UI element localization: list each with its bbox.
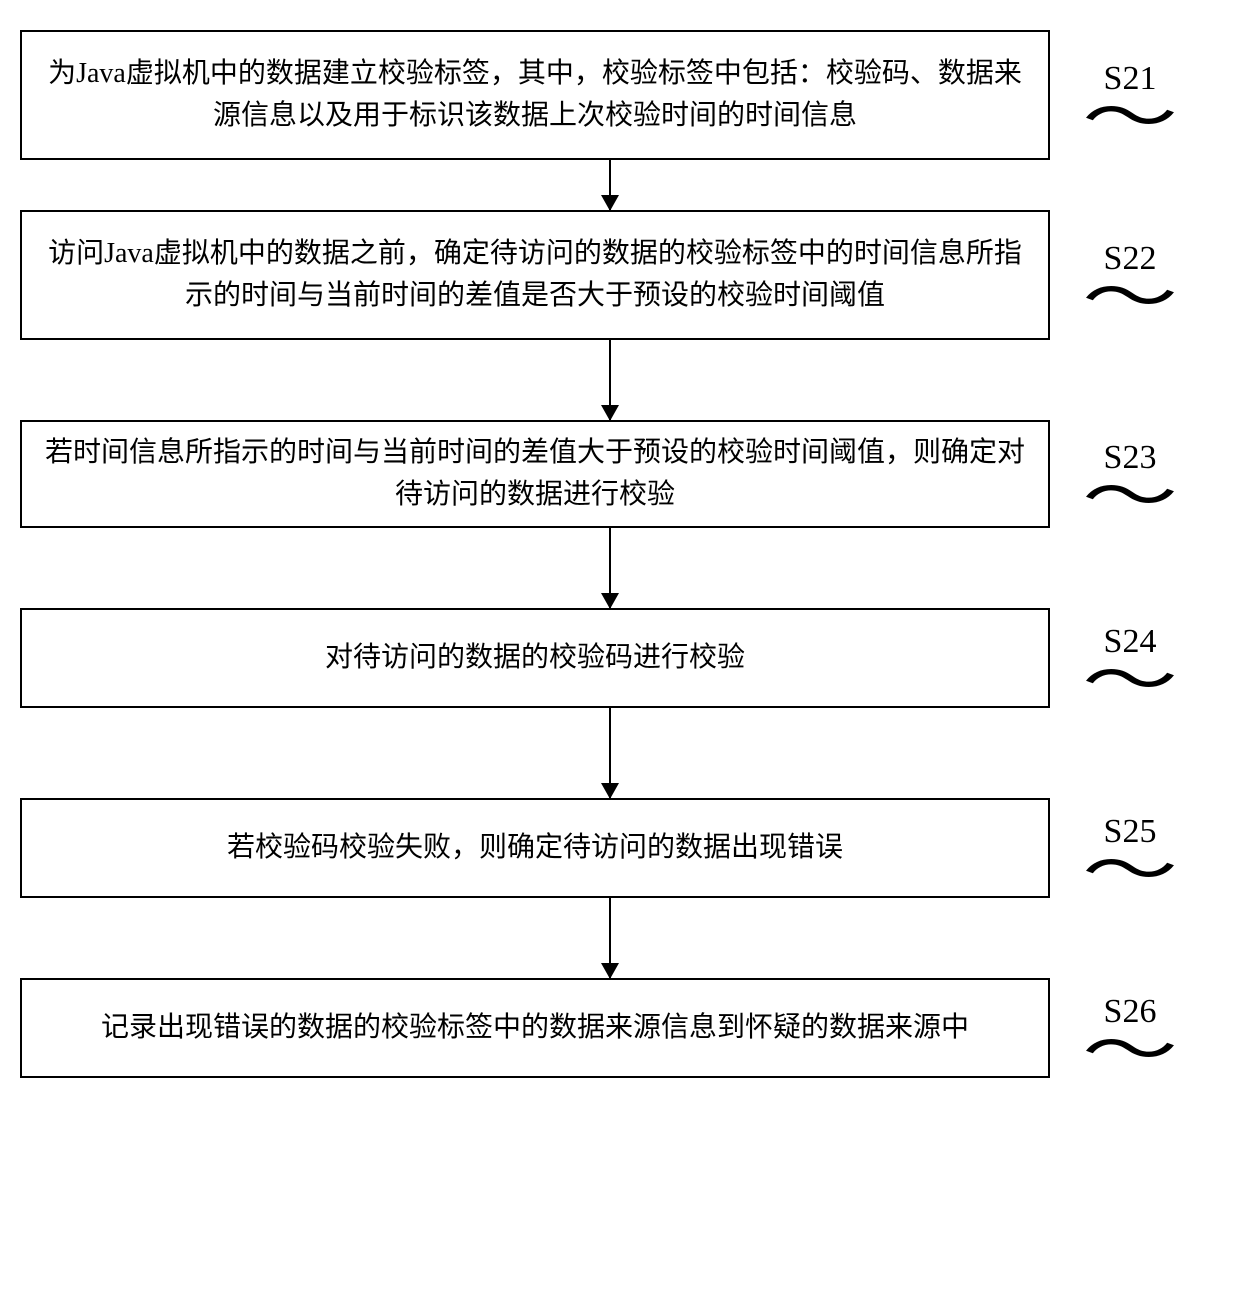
flowchart-step-label-group: S23〜 [1070,439,1190,509]
tilde-icon: 〜 [1082,1038,1178,1064]
flowchart-step-box: 为Java虚拟机中的数据建立校验标签，其中，校验标签中包括：校验码、数据来源信息… [20,30,1050,160]
flowchart-step-label-group: S21〜 [1070,60,1190,130]
tilde-icon: 〜 [1082,858,1178,884]
flowchart-step-text: 记录出现错误的数据的校验标签中的数据来源信息到怀疑的数据来源中 [101,1007,969,1049]
flowchart-step-text: 对待访问的数据的校验码进行校验 [325,637,745,679]
flowchart-step-label-group: S22〜 [1070,240,1190,310]
flowchart-step-row: 对待访问的数据的校验码进行校验 S24〜 [20,608,1220,708]
flowchart-step-row: 若时间信息所指示的时间与当前时间的差值大于预设的校验时间阈值，则确定对待访问的数… [20,420,1220,528]
flowchart-arrow [20,340,1220,420]
flowchart-step-row: 为Java虚拟机中的数据建立校验标签，其中，校验标签中包括：校验码、数据来源信息… [20,30,1220,160]
flowchart-step-box: 若时间信息所指示的时间与当前时间的差值大于预设的校验时间阈值，则确定对待访问的数… [20,420,1050,528]
tilde-icon: 〜 [1082,668,1178,694]
flowchart-step-box: 若校验码校验失败，则确定待访问的数据出现错误 [20,798,1050,898]
flowchart-step-text: 若校验码校验失败，则确定待访问的数据出现错误 [227,827,843,869]
flowchart-step-row: 记录出现错误的数据的校验标签中的数据来源信息到怀疑的数据来源中 S26〜 [20,978,1220,1078]
arrow-head-icon [601,195,619,211]
flowchart-step-text: 为Java虚拟机中的数据建立校验标签，其中，校验标签中包括：校验码、数据来源信息… [42,53,1028,137]
arrow-head-icon [601,783,619,799]
arrow-head-icon [601,963,619,979]
arrow-head-icon [601,405,619,421]
flowchart-container: 为Java虚拟机中的数据建立校验标签，其中，校验标签中包括：校验码、数据来源信息… [20,30,1220,1078]
tilde-icon: 〜 [1082,105,1178,131]
flowchart-arrow [20,160,1220,210]
flowchart-step-box: 记录出现错误的数据的校验标签中的数据来源信息到怀疑的数据来源中 [20,978,1050,1078]
flowchart-step-box: 对待访问的数据的校验码进行校验 [20,608,1050,708]
flowchart-arrow [20,708,1220,798]
flowchart-step-label-group: S25〜 [1070,813,1190,883]
flowchart-step-box: 访问Java虚拟机中的数据之前，确定待访问的数据的校验标签中的时间信息所指示的时… [20,210,1050,340]
flowchart-step-text: 若时间信息所指示的时间与当前时间的差值大于预设的校验时间阈值，则确定对待访问的数… [42,432,1028,516]
flowchart-arrow [20,528,1220,608]
flowchart-step-row: 访问Java虚拟机中的数据之前，确定待访问的数据的校验标签中的时间信息所指示的时… [20,210,1220,340]
flowchart-step-label-group: S26〜 [1070,993,1190,1063]
arrow-head-icon [601,593,619,609]
tilde-icon: 〜 [1082,285,1178,311]
flowchart-step-text: 访问Java虚拟机中的数据之前，确定待访问的数据的校验标签中的时间信息所指示的时… [42,233,1028,317]
flowchart-arrow [20,898,1220,978]
flowchart-step-label-group: S24〜 [1070,623,1190,693]
tilde-icon: 〜 [1082,484,1178,510]
flowchart-step-row: 若校验码校验失败，则确定待访问的数据出现错误 S25〜 [20,798,1220,898]
